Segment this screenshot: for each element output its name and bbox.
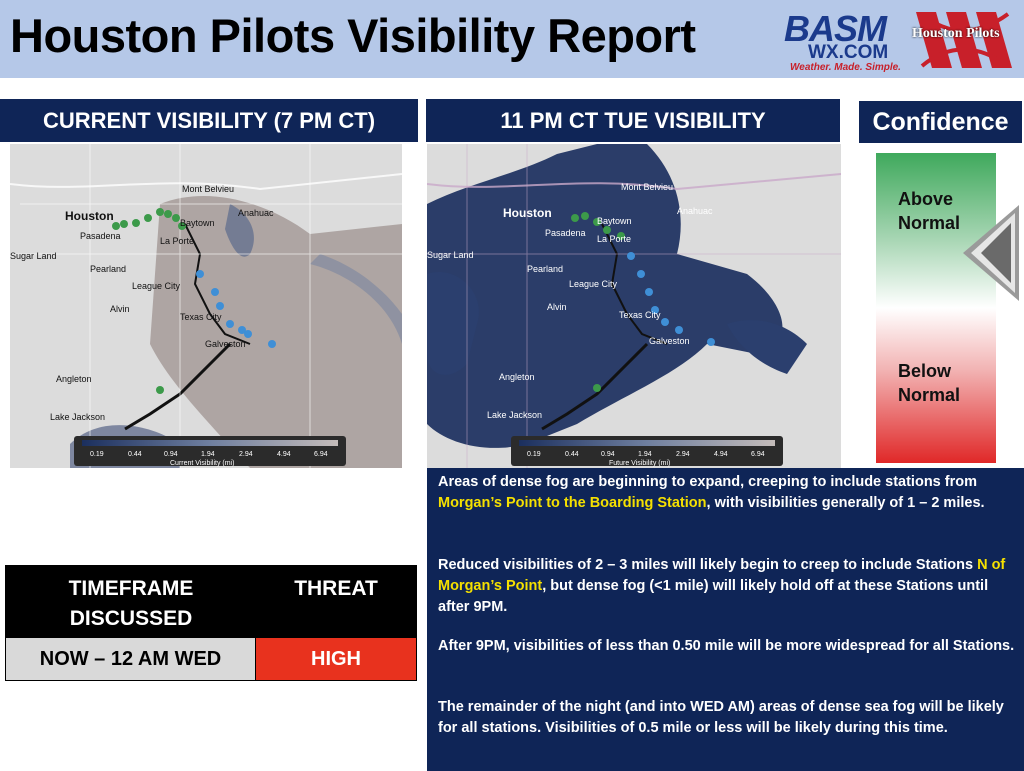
- map-label: Alvin: [547, 302, 567, 312]
- timeframe-column-header: TIMEFRAME DISCUSSED: [68, 577, 194, 630]
- map-label: Pearland: [527, 264, 563, 274]
- threat-table: TIMEFRAME DISCUSSED THREAT NOW – 12 AM W…: [5, 565, 417, 681]
- map-label: Anahuac: [677, 206, 713, 216]
- map-label: Lake Jackson: [50, 412, 105, 422]
- threat-table-header: TIMEFRAME DISCUSSED THREAT: [6, 566, 416, 638]
- threat-level-cell: HIGH: [256, 638, 416, 680]
- basm-logo: BASM WX.COM Weather. Made. Simple.: [784, 8, 901, 73]
- highlight-text: N of Morgan’s Point: [438, 557, 1006, 594]
- map-label: Angleton: [56, 374, 92, 384]
- map-label: League City: [569, 279, 618, 289]
- page-title: Houston Pilots Visibility Report: [10, 9, 696, 62]
- map-label: Sugar Land: [427, 250, 474, 260]
- legend-tick: 0.19: [90, 451, 104, 458]
- houston-pilots-emblem: [916, 12, 1012, 68]
- map-label: Alvin: [110, 304, 130, 314]
- map-label: Sugar Land: [10, 251, 57, 261]
- discussion-paragraph-3: After 9PM, visibilities of less than 0.5…: [438, 638, 1015, 654]
- map-label: La Porte: [160, 236, 194, 246]
- confidence-above-label: Above Normal: [898, 189, 961, 233]
- legend-tick: 4.94: [714, 451, 728, 458]
- legend-tick: 6.94: [314, 451, 328, 458]
- confidence-below-label: Below Normal: [898, 361, 961, 405]
- future-visibility-header: 11 PM CT TUE VISIBILITY: [426, 99, 840, 142]
- legend-tick: 2.94: [239, 451, 253, 458]
- map-label: Houston: [503, 206, 552, 220]
- map-label: Houston: [65, 209, 114, 223]
- houston-pilots-logo: Houston Pilots: [908, 6, 1020, 74]
- map-label: Texas City: [180, 312, 222, 322]
- timeframe-cell: NOW – 12 AM WED: [6, 638, 256, 680]
- map-label: Mont Belvieu: [621, 182, 673, 192]
- confidence-header: Confidence: [859, 101, 1022, 143]
- map-label: Mont Belvieu: [182, 184, 234, 194]
- confidence-pointer-icon: [963, 205, 1019, 301]
- map-label: La Porte: [597, 234, 631, 244]
- map-label: Pasadena: [80, 231, 121, 241]
- discussion-paragraph-1: Areas of dense fog are beginning to expa…: [438, 474, 985, 511]
- forecast-discussion: Areas of dense fog are beginning to expa…: [427, 468, 1024, 771]
- map-label: Texas City: [619, 310, 661, 320]
- legend-tick: 0.44: [128, 451, 142, 458]
- map-label: Lake Jackson: [487, 410, 542, 420]
- legend-tick: 1.94: [638, 451, 652, 458]
- highlight-text: Morgan’s Point to the Boarding Station: [438, 495, 707, 511]
- map-label: Anahuac: [238, 208, 274, 218]
- confidence-gauge: Above Normal Below Normal: [876, 153, 996, 463]
- legend-tick: 2.94: [676, 451, 690, 458]
- map-label: Galveston: [649, 336, 690, 346]
- map-label: Baytown: [180, 218, 215, 228]
- legend-tick: 0.19: [527, 451, 541, 458]
- map-label: Baytown: [597, 216, 632, 226]
- current-visibility-map: Mont Belvieu Houston Baytown Anahuac Pas…: [10, 144, 402, 468]
- map-label: Angleton: [499, 372, 535, 382]
- title-bar: Houston Pilots Visibility Report BASM WX…: [0, 0, 1024, 78]
- legend-tick: 0.44: [565, 451, 579, 458]
- map-label: Pearland: [90, 264, 126, 274]
- legend-tick: 6.94: [751, 451, 765, 458]
- map-label: Galveston: [205, 339, 246, 349]
- discussion-paragraph-2: Reduced visibilities of 2 – 3 miles will…: [438, 557, 1006, 615]
- legend-tick: 4.94: [277, 451, 291, 458]
- legend-tick: 1.94: [201, 451, 215, 458]
- legend-caption: Future Visibility (mi): [609, 460, 670, 467]
- legend-tick: 0.94: [164, 451, 178, 458]
- map-label: Pasadena: [545, 228, 586, 238]
- map-label: League City: [132, 281, 181, 291]
- future-visibility-map: Mont Belvieu Houston Baytown Anahuac Pas…: [427, 144, 841, 468]
- current-visibility-header: CURRENT VISIBILITY (7 PM CT): [0, 99, 418, 142]
- threat-column-header: THREAT: [294, 577, 378, 600]
- legend-caption: Current Visibility (mi): [170, 460, 234, 467]
- legend-tick: 0.94: [601, 451, 615, 458]
- discussion-paragraph-4: The remainder of the night (and into WED…: [438, 699, 1004, 736]
